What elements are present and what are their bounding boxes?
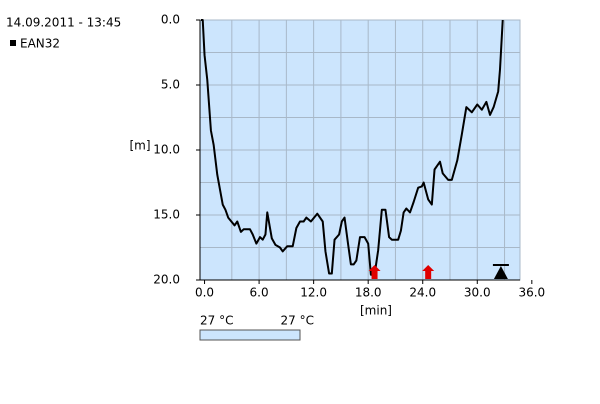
marker [493, 266, 508, 279]
y-tick-label: 15.0 [153, 208, 180, 222]
y-tick-label: 5.0 [161, 78, 180, 92]
x-tick-label: 0.0 [195, 286, 214, 300]
legend-label: EAN32 [20, 37, 60, 51]
x-axis-label: [min] [360, 304, 392, 318]
y-axis-label: [m] [129, 139, 150, 153]
temp-label: 27 °C [200, 314, 233, 328]
x-tick-label: 18.0 [355, 286, 382, 300]
x-tick-label: 30.0 [464, 286, 491, 300]
temp-label: 27 °C [281, 314, 314, 328]
header: 14.09.2011 - 13:45 [6, 16, 121, 30]
legend-swatch [10, 40, 16, 46]
temperature-bar [199, 329, 301, 341]
x-tick-label: 24.0 [409, 286, 436, 300]
y-tick-label: 0.0 [161, 13, 180, 27]
profile-line [200, 19, 504, 276]
x-tick-label: 6.0 [250, 286, 269, 300]
marker [422, 265, 435, 279]
x-tick-label: 36.0 [518, 286, 545, 300]
marker [368, 265, 381, 279]
x-tick-label: 12.0 [300, 286, 327, 300]
y-tick-label: 10.0 [153, 143, 180, 157]
y-tick-label: 20.0 [153, 273, 180, 287]
